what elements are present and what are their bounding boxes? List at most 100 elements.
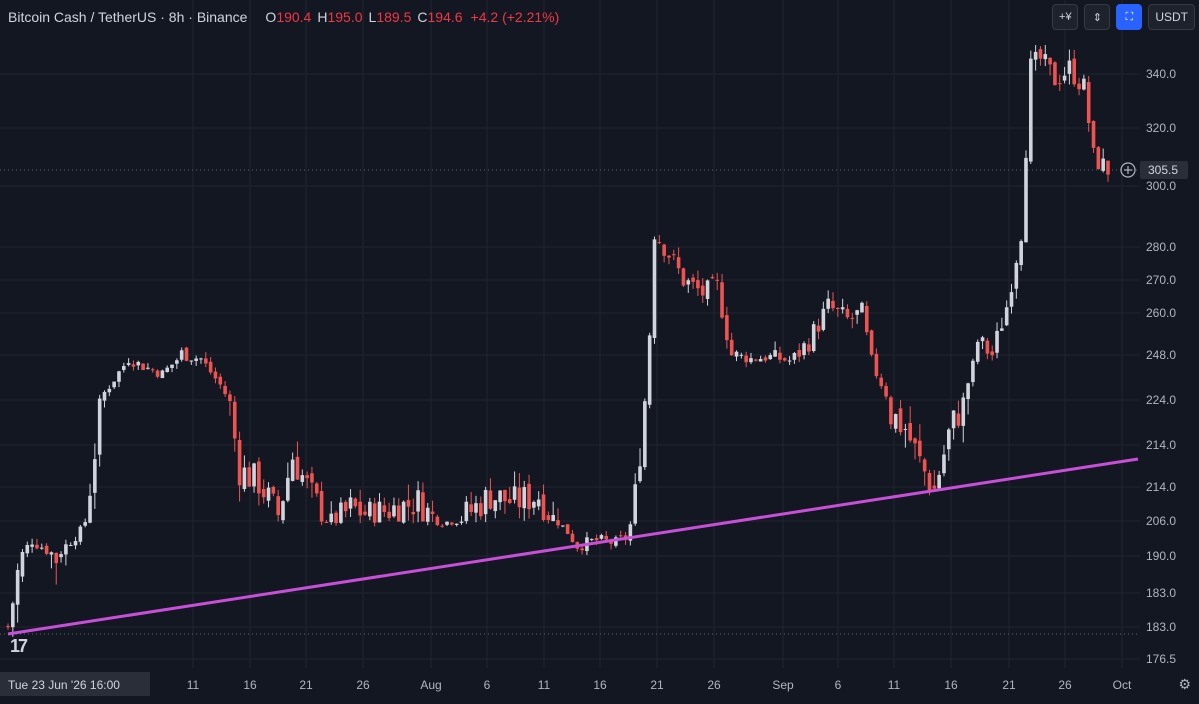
candle-body [1062,75,1067,81]
candle-body [589,539,594,541]
tradingview-logo-icon[interactable]: 17 [10,636,28,656]
candle-body [54,552,59,564]
x-tick-label: 6 [835,678,842,692]
candle-body [232,401,237,439]
candle-body [1038,49,1043,59]
candle-body [377,501,382,523]
candle-body [435,516,440,526]
candle-body [884,386,888,397]
candle-body [425,507,430,522]
candle-body [401,501,406,523]
candle-body [358,501,362,516]
candle-body [450,522,454,525]
candle-body [614,537,618,546]
candle-body [102,391,107,401]
x-tick-label: 21 [650,678,664,692]
candle-body [946,429,951,450]
candle-body [64,544,68,555]
candle-body [1072,58,1077,85]
candle-body [339,502,343,523]
candle-body [720,282,724,318]
candle-body [78,526,83,542]
candle-body [39,547,44,549]
candle-body [368,501,372,517]
low-label: L [368,9,377,25]
candle-body [768,355,773,360]
candle-body [1096,147,1101,170]
candle-body [536,499,541,507]
candle-body [121,365,126,370]
candle-body [411,511,416,515]
y-tick-label: 183.0 [1146,586,1176,600]
y-tick-label: 224.0 [1146,393,1176,407]
candle-body [898,408,903,433]
support-trendline [7,457,1139,636]
candle-body [913,438,917,444]
candle-body [1000,328,1004,331]
candle-body [942,454,946,474]
candle-body [580,548,584,551]
currency-selector[interactable]: USDT [1148,4,1195,30]
candle-body [662,244,666,256]
candle-body [88,495,92,523]
candle-body [440,525,445,527]
candle-body [792,352,797,360]
time-cursor-label: Tue 23 Jun '26 16:00 [8,678,120,692]
candle-body [975,341,980,362]
candle-body [223,385,227,395]
candle-body [821,308,826,330]
candle-body [1029,58,1033,162]
candle-body [479,503,483,517]
candle-body [194,358,198,361]
candle-body [1014,262,1019,289]
chevron-updown-icon: ⇕ [1092,11,1102,24]
candle-body [676,257,681,269]
candle-body [758,358,763,362]
time-axis [0,668,1199,699]
candle-body [131,364,136,367]
candle-body [406,499,411,507]
current-price-label: 305.5 [1148,163,1178,177]
candle-body [20,551,25,577]
candle-body [257,461,261,494]
fullscreen-button[interactable]: ⛶ [1116,4,1143,30]
candle-body [1101,158,1105,171]
candle-body [189,360,194,362]
candle-body [73,541,78,546]
candle-body [324,521,329,523]
add-alert-icon [1120,162,1136,178]
x-tick-label: 16 [243,678,257,692]
y-tick-label: 340.0 [1146,67,1176,81]
candle-body [628,524,633,541]
candle-body [807,344,811,352]
y-tick-label: 270.0 [1146,273,1176,287]
candle-body [150,369,155,371]
symbol-title[interactable]: Bitcoin Cash / TetherUS · 8h · Binance [8,9,248,25]
candle-body [1057,83,1062,85]
candle-body [546,515,551,521]
candle-body [778,352,782,360]
x-tick-label: 26 [707,678,721,692]
candle-body [749,358,753,363]
gear-icon[interactable]: ⚙ [1178,676,1191,692]
x-tick-label: 11 [538,678,551,692]
candle-body [464,501,469,522]
candle-body [247,467,252,487]
candle-body [860,302,864,313]
x-tick-label: 16 [593,678,607,692]
candle-body [445,521,449,525]
time-cursor-tag [0,672,150,696]
scale-settings-button[interactable]: +¥ [1052,4,1079,30]
candle-body [696,280,700,289]
sort-button[interactable]: ⇕ [1084,4,1111,30]
candle-body [908,423,912,441]
candle-body [797,349,802,357]
candle-body [782,358,787,361]
y-tick-label: 214.0 [1146,438,1176,452]
candle-body [855,310,859,315]
open-label: O [265,9,277,25]
candle-body [372,503,377,523]
candle-body [483,489,488,515]
